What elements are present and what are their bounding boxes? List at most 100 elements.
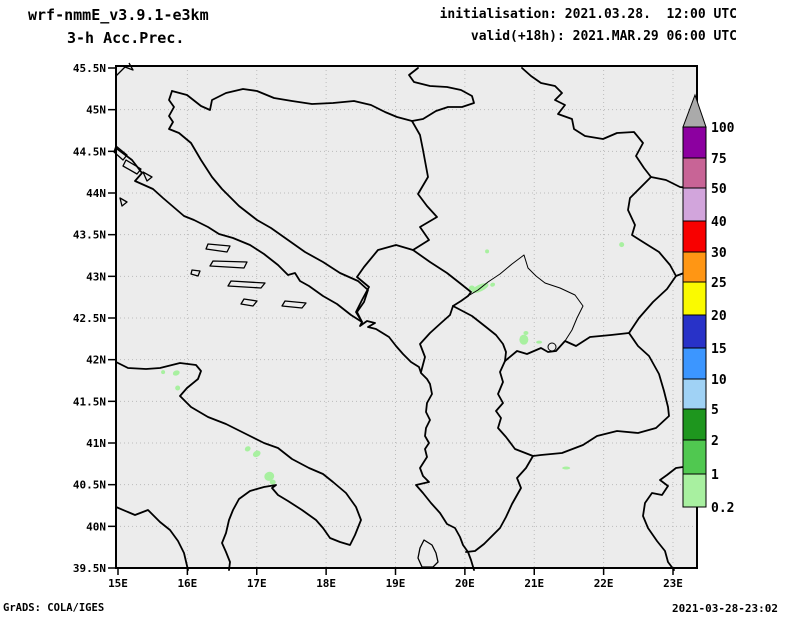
island-kvarner-1	[113, 145, 128, 161]
colorbar-label: 40	[711, 215, 727, 230]
plot-timestamp: 2021-03-28-23:02	[672, 602, 778, 615]
precip-spot	[619, 242, 625, 248]
border-sava-north	[171, 88, 413, 122]
colorbar-segment-0.2-1	[682, 473, 707, 508]
border-serbia-romania-danube	[521, 67, 698, 190]
border-serbia-montenegro	[412, 249, 472, 297]
colorbar-segment-20-25	[682, 281, 707, 316]
lon-tick-label: 20E	[455, 577, 475, 590]
precip-spot	[468, 285, 475, 291]
colorbar-label: 50	[711, 182, 727, 197]
border-danube-croatia-serbia	[408, 67, 475, 122]
colorbar-label: 10	[711, 373, 727, 388]
colorbar-label: 75	[711, 152, 727, 167]
lat-tick-label: 41N	[86, 437, 106, 450]
lat-tick-label: 42N	[86, 354, 106, 367]
lat-tick-label: 40N	[86, 520, 106, 533]
colorbar-overflow-arrow	[682, 93, 707, 128]
colorbar-label: 1	[711, 468, 719, 483]
border-croatia-bosnia-west	[168, 90, 369, 323]
border-macedonia	[504, 332, 670, 457]
colorbar-segment-40-50	[682, 187, 707, 222]
colorbar-segment-1-2	[682, 439, 707, 475]
coastline-greece-thermaic	[642, 464, 698, 571]
colorbar-label: 0.2	[711, 501, 734, 516]
lat-tick-label: 45N	[86, 104, 106, 117]
precip-spot	[175, 385, 181, 391]
lon-tick-label: 21E	[524, 577, 544, 590]
colorbar-label: 100	[711, 121, 735, 136]
colorbar-segment-50-75	[682, 157, 707, 189]
axis-ticks	[108, 67, 674, 575]
lat-tick-label: 39.5N	[73, 562, 106, 575]
valid-time-label: valid(+18h): 2021.MAR.29 06:00 UTC	[470, 29, 737, 44]
lon-tick-label: 23E	[663, 577, 683, 590]
colorbar-label: 5	[711, 403, 719, 418]
precip-spot	[161, 370, 166, 375]
enclave-loop	[547, 342, 557, 352]
border-serbia-bulgaria	[627, 176, 698, 334]
border-kosovo-thin	[467, 254, 584, 342]
lat-tick-label: 44.5N	[73, 145, 106, 158]
lat-tick-label: 43N	[86, 270, 106, 283]
model-title: wrf-nmmE_v3.9.1-e3km	[28, 6, 209, 24]
border-bosnia-montenegro	[355, 244, 414, 323]
border-montenegro-albania	[419, 295, 469, 373]
lon-tick-label: 22E	[594, 577, 614, 590]
island-kvarner-3	[142, 171, 153, 182]
lat-tick-label: 43.5N	[73, 229, 106, 242]
lon-tick-label: 15E	[108, 577, 128, 590]
variable-title: 3-h Acc.Prec.	[67, 29, 185, 47]
colorbar-label: 25	[711, 276, 727, 291]
lon-tick-label: 19E	[386, 577, 406, 590]
island-lastovo	[240, 298, 258, 307]
gridlines	[116, 66, 697, 568]
colorbar-segment-15-20	[682, 314, 707, 349]
colorbar-label: 20	[711, 309, 727, 324]
precip-spot	[523, 330, 529, 335]
axis-labels: 45.5N 45N 44.5N 44N 43.5N 43N 42.5N 42N 41.5N 41N…	[73, 62, 683, 590]
border-drina-serbia-bosnia	[411, 120, 438, 251]
precip-spot	[244, 446, 251, 452]
island-mljet	[281, 300, 307, 309]
precip-spot	[519, 334, 529, 345]
colorbar-segment-10-15	[682, 347, 707, 380]
precip-spot	[172, 370, 180, 376]
coastline-east-adriatic	[115, 147, 475, 571]
island-hvar	[209, 260, 248, 269]
coastline-italy-adriatic	[115, 361, 362, 571]
precip-spot	[536, 340, 543, 344]
colorbar-segment-2-5	[682, 408, 707, 441]
map-lines	[113, 62, 698, 571]
colorbar-segment-30-40	[682, 220, 707, 253]
lat-tick-label: 41.5N	[73, 395, 106, 408]
lon-tick-label: 18E	[316, 577, 336, 590]
precip-spot	[490, 282, 496, 287]
island-kvarner-2	[122, 159, 142, 175]
init-time-label: initialisation: 2021.03.28. 12:00 UTC	[439, 7, 737, 22]
precip-spot	[562, 466, 571, 470]
coastline-italy-tyrrhenian	[115, 506, 189, 571]
precip-spot	[252, 450, 261, 458]
colorbar-label: 2	[711, 434, 719, 449]
precip-spot	[485, 249, 490, 254]
island-korcula	[227, 280, 266, 289]
border-albania-east	[452, 305, 534, 553]
island-brac	[205, 243, 231, 253]
island-vis	[190, 269, 201, 277]
lat-tick-label: 44N	[86, 187, 106, 200]
lon-tick-label: 16E	[177, 577, 197, 590]
colorbar-segment-25-30	[682, 251, 707, 283]
colorbar-segment-75-100	[682, 126, 707, 159]
island-pag	[119, 197, 128, 207]
lat-tick-label: 40.5N	[73, 479, 106, 492]
map-plot-area	[116, 66, 697, 568]
colorbar-label: 15	[711, 342, 727, 357]
precip-spot	[264, 471, 275, 481]
lat-tick-label: 45.5N	[73, 62, 106, 75]
lon-tick-label: 17E	[247, 577, 267, 590]
colorbar-segment-5-10	[682, 378, 707, 410]
